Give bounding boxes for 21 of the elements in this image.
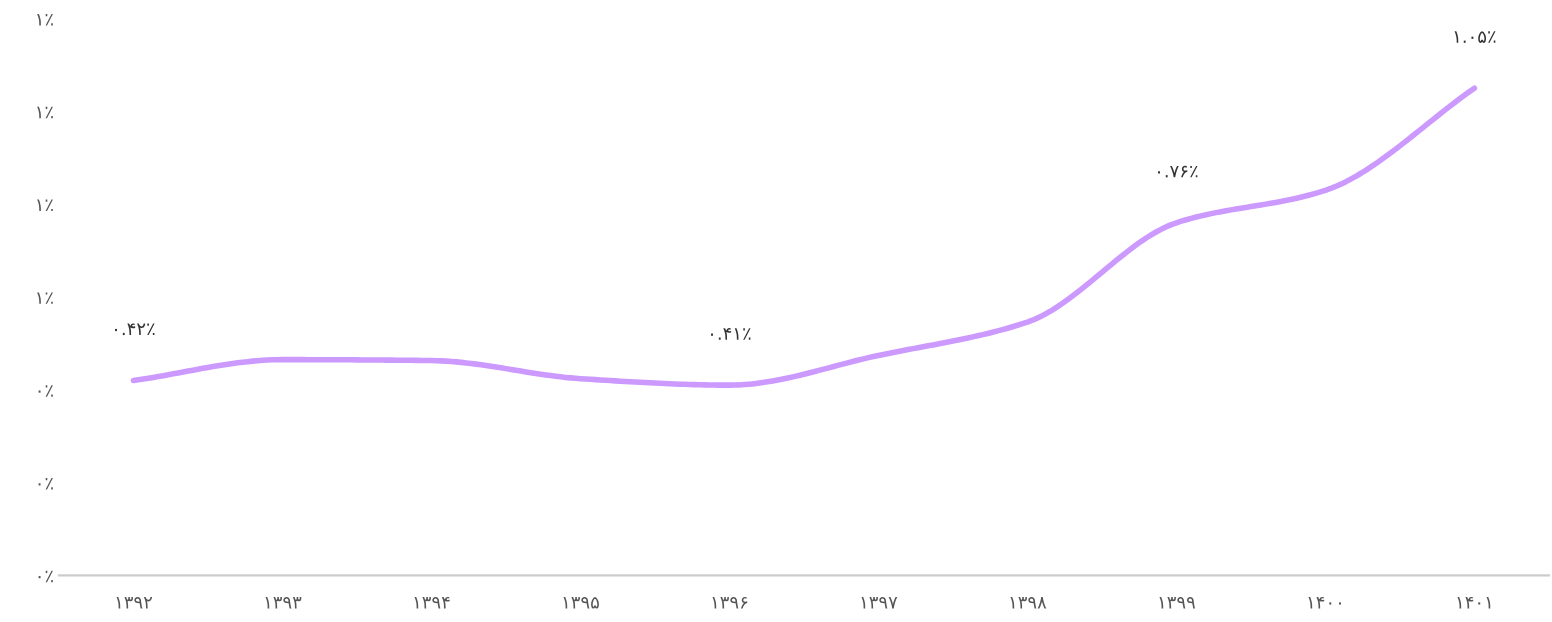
x-tick-label: ۱۴۰۰ bbox=[1308, 596, 1341, 609]
x-tick-label: ۱۳۹۷ bbox=[861, 596, 898, 609]
x-tick-label: ۱۳۹۲ bbox=[116, 596, 153, 609]
x-tick-label: ۱۳۹۵ bbox=[563, 596, 599, 609]
x-tick-label: ۱۴۰۱ bbox=[1457, 596, 1491, 609]
y-tick-label: ۰٪ bbox=[38, 477, 53, 490]
y-tick-label: ۰٪ bbox=[38, 385, 53, 397]
x-tick-label: ۱۳۹۸ bbox=[1010, 596, 1047, 609]
data-label: ۰.۴۱٪ bbox=[711, 328, 751, 340]
y-tick-label: ۱٪ bbox=[37, 106, 53, 119]
x-tick-label: ۱۳۹۳ bbox=[265, 596, 302, 609]
x-tick-label: ۱۳۹۴ bbox=[414, 596, 450, 609]
y-tick-label: ۰٪ bbox=[38, 570, 53, 583]
data-label: ۰.۷۶٪ bbox=[1158, 165, 1198, 178]
y-tick-label: ۱٪ bbox=[37, 292, 53, 304]
y-tick-label: ۱٪ bbox=[37, 199, 53, 212]
x-tick-label: ۱۳۹۹ bbox=[1159, 596, 1196, 609]
x-tick-label: ۱۳۹۶ bbox=[712, 596, 748, 609]
data-label: ۱.۰۵٪ bbox=[1454, 31, 1496, 43]
data-label: ۰.۴۲٪ bbox=[115, 323, 155, 336]
y-tick-label: ۱٪ bbox=[37, 14, 53, 26]
